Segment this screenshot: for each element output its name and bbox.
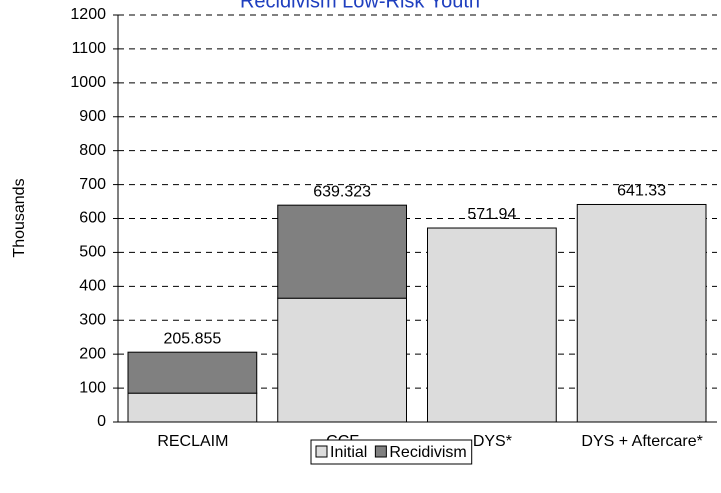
y-tick-label: 1000 <box>70 74 106 91</box>
y-tick-label: 200 <box>79 345 106 362</box>
bar-segment <box>127 392 258 423</box>
chart-title: Recidivism Low-Risk Youth <box>240 0 480 12</box>
x-tick-label: DYS + Aftercare* <box>581 433 702 450</box>
y-tick-label: 1200 <box>70 6 106 23</box>
y-tick-label: 700 <box>79 176 106 193</box>
legend <box>310 439 473 465</box>
bar-segment <box>127 351 258 394</box>
y-axis-label: Thousands <box>11 178 28 257</box>
bar-segment <box>576 203 707 423</box>
data-label: 641.33 <box>617 183 666 200</box>
y-tick-label: 400 <box>79 278 106 295</box>
bar-segment <box>277 297 407 423</box>
y-tick-label: 100 <box>79 379 106 396</box>
data-label: 571.94 <box>467 206 516 223</box>
x-tick-label: RECLAIM <box>157 433 228 450</box>
y-tick-label: 500 <box>79 244 106 261</box>
y-tick-label: 300 <box>79 311 106 328</box>
bar-segment <box>427 227 557 423</box>
legend-swatch <box>374 445 387 458</box>
y-tick-label: 0 <box>97 413 106 430</box>
x-tick-label: DYS* <box>473 433 512 450</box>
data-label: 639.323 <box>313 183 371 200</box>
y-tick-label: 900 <box>79 108 106 125</box>
bar-segment <box>277 204 407 299</box>
legend-label: Recidivism <box>389 444 466 461</box>
y-tick-label: 800 <box>79 142 106 159</box>
legend-label: Initial <box>330 444 367 461</box>
y-tick-label: 600 <box>79 210 106 227</box>
legend-swatch <box>315 445 328 458</box>
y-tick-label: 1100 <box>72 40 107 57</box>
data-label: 205.855 <box>163 330 221 347</box>
